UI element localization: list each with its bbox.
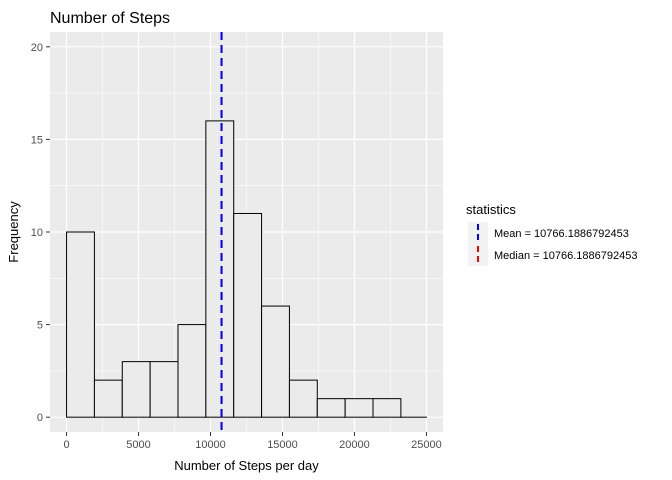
- x-axis-title: Number of Steps per day: [174, 458, 319, 473]
- histogram-bars: [66, 120, 427, 418]
- histogram-bar-1: [93, 379, 123, 418]
- histogram-bar-4: [177, 324, 207, 418]
- legend: statistics Mean = 10766.1886792453 Median…: [466, 202, 637, 266]
- y-tick-label: 10: [31, 227, 43, 239]
- x-axis-ticks: 0 5000 10000 15000 20000 25000: [63, 432, 442, 451]
- histogram-bar-0: [66, 231, 95, 418]
- x-tick-label: 25000: [411, 439, 442, 451]
- y-axis-title: Frequency: [6, 201, 21, 263]
- x-tick-label: 15000: [267, 439, 298, 451]
- histogram-bar-11: [372, 398, 402, 418]
- y-tick-label: 20: [31, 42, 43, 54]
- legend-label: Mean = 10766.1886792453: [494, 228, 629, 240]
- histogram-bar-2: [121, 361, 151, 418]
- histogram-bar-5: [205, 120, 235, 418]
- x-tick-label: 0: [63, 439, 69, 451]
- y-tick-label: 5: [37, 320, 43, 332]
- y-tick-label: 0: [37, 412, 43, 424]
- legend-key-bg: [468, 222, 488, 244]
- histogram-bar-9: [316, 398, 346, 418]
- chart-title: Number of Steps: [50, 10, 170, 27]
- y-axis-ticks: 0 5 10 15 20: [31, 42, 50, 424]
- histogram-bar-6: [233, 212, 263, 418]
- histogram-bar-8: [288, 379, 318, 418]
- legend-title: statistics: [466, 202, 516, 217]
- x-tick-label: 20000: [339, 439, 370, 451]
- histogram-bar-3: [149, 361, 179, 418]
- y-tick-label: 15: [31, 134, 43, 146]
- x-tick-label: 10000: [195, 439, 226, 451]
- legend-key-bg: [468, 244, 488, 266]
- histogram-bar-10: [344, 398, 374, 418]
- histogram-bar-7: [261, 305, 290, 418]
- x-tick-label: 5000: [126, 439, 150, 451]
- legend-label: Median = 10766.1886792453: [494, 250, 637, 262]
